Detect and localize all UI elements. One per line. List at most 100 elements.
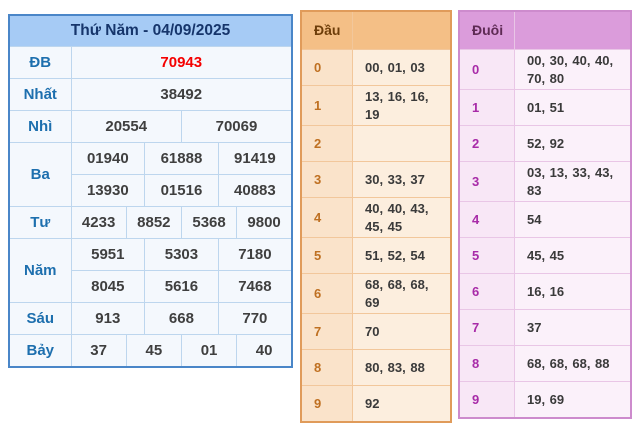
- digit-cell: 7: [300, 313, 353, 351]
- duoi-row-8: 8 68, 68, 68, 88: [458, 345, 632, 383]
- dau-row-8: 8 80, 83, 88: [300, 349, 452, 387]
- prize-value: 5951: [70, 238, 146, 271]
- duoi-row-5: 5 45, 45: [458, 237, 632, 275]
- duoi-header-empty: [514, 10, 632, 50]
- dau-header-empty: [352, 10, 452, 50]
- prize-label-nhi: Nhì: [8, 110, 72, 143]
- kqxs-result-table: Thứ Năm - 04/09/2025 ĐB 70943 Nhất 38492…: [8, 14, 293, 368]
- digit-cell: 9: [300, 385, 353, 423]
- numbers-cell: 92: [352, 385, 452, 423]
- numbers-cell: 19, 69: [514, 381, 632, 419]
- digit-cell: 5: [458, 237, 515, 275]
- prize-value: 5303: [144, 238, 219, 271]
- prize-value: 770: [217, 302, 293, 335]
- table-row-tu: Tư 4233 8852 5368 9800: [8, 206, 293, 239]
- dau-row-3: 3 30, 33, 37: [300, 161, 452, 199]
- table-row-nam-1: Năm 5951 5303 7180: [8, 238, 293, 303]
- duoi-row-2: 2 52, 92: [458, 125, 632, 163]
- digit-cell: 6: [300, 273, 353, 315]
- prize-label-nhat: Nhất: [8, 78, 72, 111]
- prize-value: 8852: [125, 206, 182, 239]
- prize-label-tu: Tư: [8, 206, 72, 239]
- numbers-cell: 68, 68, 68, 88: [514, 345, 632, 383]
- prize-value: 4233: [70, 206, 127, 239]
- numbers-cell: 45, 45: [514, 237, 632, 275]
- dau-row-0: 0 00, 01, 03: [300, 49, 452, 86]
- duoi-header-row: Đuôi: [458, 10, 632, 50]
- result-header-row: Thứ Năm - 04/09/2025: [8, 14, 293, 47]
- numbers-cell: 51, 52, 54: [352, 237, 452, 275]
- digit-cell: 5: [300, 237, 353, 275]
- digit-cell: 1: [458, 89, 515, 127]
- prize-value: 70069: [180, 110, 293, 143]
- prize-label-sau: Sáu: [8, 302, 72, 335]
- prize-value: 37: [70, 334, 127, 368]
- prize-value: 01940: [70, 142, 146, 175]
- prize-value: 8045: [70, 270, 146, 303]
- prize-value: 40883: [217, 174, 293, 207]
- dau-stats-table: Đầu 0 00, 01, 03 1 13, 16, 16, 19 2 3 30, 3…: [300, 10, 452, 423]
- digit-cell: 2: [458, 125, 515, 163]
- numbers-cell: 16, 16: [514, 273, 632, 311]
- duoi-row-7: 7 37: [458, 309, 632, 347]
- table-row-nhat: Nhất 38492: [8, 78, 293, 111]
- prize-value: 45: [125, 334, 182, 368]
- dau-row-6: 6 68, 68, 68, 69: [300, 273, 452, 315]
- prize-value: 91419: [217, 142, 293, 175]
- digit-cell: 8: [300, 349, 353, 387]
- table-row-bay: Bảy 37 45 01 40: [8, 334, 293, 368]
- table-row-ba-2: 13930 01516 40883: [9, 174, 293, 207]
- prize-label-bay: Bảy: [8, 334, 72, 368]
- numbers-cell: 80, 83, 88: [352, 349, 452, 387]
- numbers-cell: 54: [514, 201, 632, 239]
- dau-row-7: 7 70: [300, 313, 452, 351]
- digit-cell: 0: [300, 49, 353, 86]
- digit-cell: 6: [458, 273, 515, 311]
- prize-value: 61888: [144, 142, 219, 175]
- prize-value: 913: [70, 302, 146, 335]
- duoi-row-0: 0 00, 30, 40, 40, 70, 80: [458, 48, 632, 91]
- digit-cell: 4: [458, 201, 515, 239]
- prize-value: 9800: [236, 206, 293, 239]
- prize-value: 40: [236, 334, 293, 368]
- prize-value: 01: [180, 334, 238, 368]
- prize-value: 7180: [217, 238, 293, 271]
- dau-row-2: 2: [300, 125, 452, 163]
- prize-label-db: ĐB: [8, 46, 72, 79]
- duoi-header-label: Đuôi: [458, 10, 515, 50]
- numbers-cell: 37: [514, 309, 632, 347]
- prize-value: 5368: [180, 206, 238, 239]
- digit-cell: 3: [458, 161, 515, 203]
- table-row-ba-1: Ba 01940 61888 91419: [8, 142, 293, 207]
- table-row-sau: Sáu 913 668 770: [8, 302, 293, 335]
- numbers-cell: 52, 92: [514, 125, 632, 163]
- prize-value: 5616: [144, 270, 219, 303]
- numbers-cell: 13, 16, 16, 19: [352, 84, 452, 127]
- digit-cell: 3: [300, 161, 353, 199]
- table-row-db: ĐB 70943: [8, 46, 293, 79]
- digit-cell: 8: [458, 345, 515, 383]
- special-prize-value: 70943: [70, 46, 293, 79]
- numbers-cell: 30, 33, 37: [352, 161, 452, 199]
- digit-cell: 2: [300, 125, 353, 163]
- duoi-row-6: 6 16, 16: [458, 273, 632, 311]
- duoi-row-4: 4 54: [458, 201, 632, 239]
- prize-label-ba: Ba: [8, 142, 72, 207]
- draw-date-title: Thứ Năm - 04/09/2025: [8, 14, 293, 47]
- digit-cell: 4: [300, 197, 353, 239]
- duoi-stats-table: Đuôi 0 00, 30, 40, 40, 70, 80 1 01, 51 2 52…: [458, 10, 632, 420]
- prize-label-nam: Năm: [8, 238, 72, 303]
- duoi-row-9: 9 19, 69: [458, 381, 632, 419]
- prize-value: 20554: [70, 110, 182, 143]
- numbers-cell: 03, 13, 33, 43, 83: [514, 161, 632, 203]
- table-row-nam-2: 8045 5616 7468: [9, 270, 293, 303]
- digit-cell: 0: [458, 48, 515, 91]
- duoi-row-1: 1 01, 51: [458, 89, 632, 127]
- dau-header-label: Đầu: [300, 10, 353, 50]
- numbers-cell: 70: [352, 313, 452, 351]
- digit-cell: 1: [300, 84, 353, 127]
- dau-row-1: 1 13, 16, 16, 19: [300, 84, 452, 127]
- dau-row-5: 5 51, 52, 54: [300, 237, 452, 275]
- numbers-cell: [352, 125, 452, 163]
- numbers-cell: 01, 51: [514, 89, 632, 127]
